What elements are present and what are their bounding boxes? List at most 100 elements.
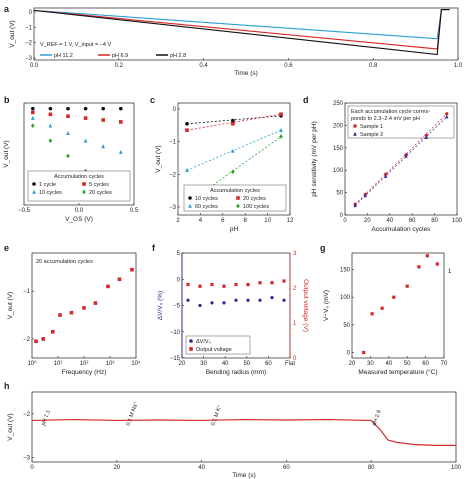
event-annotation: 0.1 M Na⁺ (125, 401, 140, 427)
panel-h: h V_out (V) 0 20 40 60 80 100 −2 −3 Time (s) pH 7.1… (4, 381, 462, 479)
y-axis-label: V_out (V) (7, 292, 14, 319)
data-point (198, 303, 202, 308)
y-tick-label: −2 (169, 172, 177, 178)
y-tick-label: 50 (343, 323, 350, 329)
y-tick-label: 150 (340, 268, 351, 274)
panel-letter: d (303, 95, 309, 105)
data-point (231, 148, 235, 153)
data-point (363, 193, 367, 198)
note-line-2: ponds to 2.3–2.4 mV per pH (351, 116, 420, 122)
data-point (362, 350, 366, 355)
data-point (119, 106, 123, 111)
x-tick-label: 8 (244, 218, 248, 224)
legend-box (183, 184, 287, 212)
data-point (445, 114, 449, 119)
x-tick-label: Flat (285, 361, 295, 367)
data-point (210, 282, 214, 287)
x-tick-label: 0 (343, 218, 347, 224)
data-point (31, 106, 35, 111)
x-tick-label: 2 (176, 218, 180, 224)
note-line-1: Each accumulation cycle corres- (351, 109, 430, 115)
legend-label: Output voltage (196, 347, 232, 353)
legend-label: 10 cycles (39, 190, 62, 196)
legend-label: 60 cycles (195, 204, 218, 210)
event-annotation: pH 2.8 (371, 409, 382, 426)
x-tick-label: 1.0 (454, 63, 463, 69)
y-tick-label: −3 (25, 56, 33, 62)
legend-label: pH 2.8 (170, 53, 186, 59)
data-point (66, 130, 70, 136)
x-tick-label: 0.0 (75, 208, 84, 214)
data-point (48, 106, 53, 111)
data-point (231, 118, 235, 123)
x-tick-label: 0.0 (30, 63, 39, 69)
data-point (31, 110, 35, 115)
y-tick-label: −3 (23, 456, 31, 462)
y-axis-label: V−V₀ (mV) (323, 290, 330, 321)
x-tick-label: 20 (113, 465, 120, 471)
legend-marker (236, 196, 240, 200)
x-tick-label: 40 (198, 465, 205, 471)
data-point (130, 267, 134, 272)
data-point (31, 115, 35, 120)
legend-label: Sample 2 (360, 132, 383, 138)
y-axis-label: V_out (V) (3, 140, 10, 167)
data-point (185, 167, 189, 172)
x-tick-label: 10² (80, 361, 89, 367)
x-tick-label: 70 (441, 361, 448, 367)
data-point (101, 144, 105, 149)
bias-annotation: V_REF = 1 V, V_input = −4 V (40, 42, 112, 48)
y-tick-label: −2 (25, 41, 33, 47)
data-point (392, 295, 396, 299)
legend-marker (188, 203, 192, 208)
x-tick-label: 30 (200, 361, 207, 367)
x-axis-label: Time (s) (232, 472, 256, 479)
x-tick-label: 0.2 (115, 63, 124, 69)
x-axis-label: Frequency (Hz) (62, 369, 107, 376)
panel-letter: g (320, 243, 326, 253)
legend-label: 1 cycle (39, 182, 56, 188)
y-tick-label: 250 (333, 101, 344, 107)
data-point (445, 112, 449, 116)
legend-label: pH 11.2 (54, 53, 73, 59)
data-point (186, 282, 190, 287)
data-point (198, 284, 202, 288)
fit-line (186, 129, 282, 171)
data-point (119, 149, 123, 154)
x-axis-label: Accumulation cycles (372, 226, 432, 233)
y-tick-label: −15 (170, 356, 181, 362)
data-point (370, 312, 374, 316)
data-point (31, 123, 35, 128)
x-axis-label: Time (s) (234, 70, 258, 77)
panel-letter: h (4, 381, 10, 391)
x-tick-label: 20 (364, 218, 371, 224)
x-tick-label: 40 (222, 361, 229, 367)
data-point (353, 203, 357, 208)
legend-box (185, 335, 251, 355)
legend-marker (188, 196, 192, 200)
fit-line (186, 136, 282, 205)
x-tick-label: −0.5 (18, 208, 31, 214)
x-tick-label: 80 (431, 218, 438, 224)
data-point (185, 122, 189, 126)
data-point (210, 301, 214, 305)
legend-label: pH 6.9 (112, 53, 128, 59)
data-point (82, 306, 86, 310)
data-point (58, 313, 62, 317)
x-tick-label: 20 (349, 361, 356, 367)
y-tick-label: −5 (173, 304, 181, 310)
y-tick-label: 200 (333, 123, 344, 129)
data-point (186, 298, 190, 302)
data-point (246, 298, 250, 302)
data-point (83, 116, 88, 120)
data-point (405, 284, 409, 288)
legend-marker (82, 182, 86, 186)
legend-label: ΔV/V₀ (196, 339, 211, 345)
y-tick-label: −3 (169, 205, 177, 211)
y-tick-label: 100 (340, 295, 351, 301)
x-tick-label: 0.8 (369, 63, 378, 69)
legend-title: Accumulation cycles (54, 174, 104, 180)
data-point (119, 120, 123, 124)
data-point (41, 337, 46, 341)
x-tick-label: 6 (221, 218, 225, 224)
